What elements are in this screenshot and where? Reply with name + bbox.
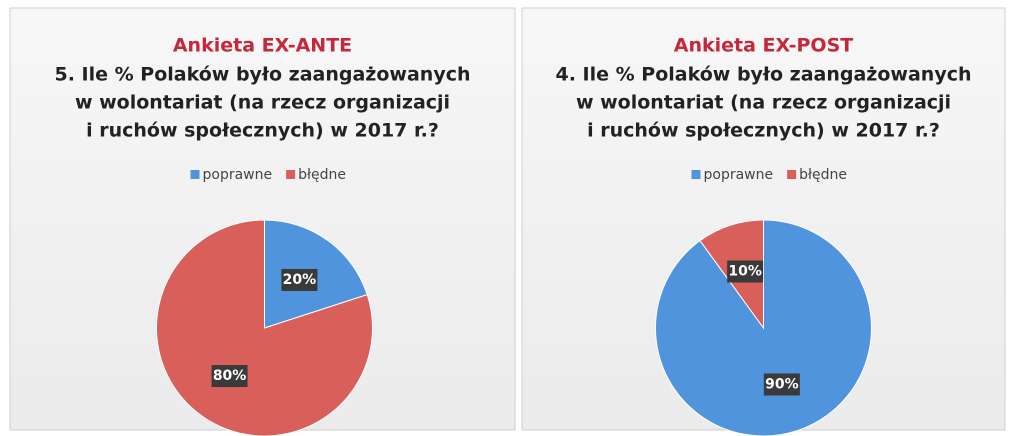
- chart-subtitle: 4. Ile % Polaków było zaangażowanych: [556, 64, 972, 86]
- legend-swatch: [787, 170, 797, 179]
- chart-subtitle: 5. Ile % Polaków było zaangażowanych: [55, 64, 471, 86]
- chart-subtitle: i ruchów społecznych) w 2017 r.?: [86, 120, 439, 142]
- legend-label: błędne: [298, 167, 346, 183]
- legend-label: poprawne: [203, 167, 273, 183]
- legend-swatch: [190, 170, 200, 179]
- legend-label: poprawne: [704, 167, 774, 183]
- data-label: 90%: [765, 376, 799, 392]
- data-label-box: [281, 268, 318, 291]
- data-label: 10%: [728, 264, 762, 280]
- chart-title: Ankieta EX-ANTE: [173, 35, 352, 57]
- data-label-box: [763, 373, 800, 396]
- data-label-box: [211, 365, 248, 388]
- pie-slice: [156, 219, 373, 436]
- pie-slice: [655, 219, 872, 436]
- data-label: 80%: [213, 368, 247, 384]
- chart-subtitle: w wolontariat (na rzecz organizacji: [75, 92, 450, 114]
- chart-subtitle: w wolontariat (na rzecz organizacji: [576, 92, 951, 114]
- legend-label: błędne: [799, 167, 847, 183]
- data-label-box: [727, 260, 764, 283]
- chart-title: Ankieta EX-POST: [674, 35, 854, 57]
- data-label: 20%: [283, 272, 317, 288]
- chart-subtitle: i ruchów społecznych) w 2017 r.?: [587, 120, 940, 142]
- legend-swatch: [286, 170, 296, 179]
- legend-swatch: [691, 170, 701, 179]
- legend: poprawne błędne: [190, 167, 346, 183]
- legend: poprawne błędne: [691, 167, 847, 183]
